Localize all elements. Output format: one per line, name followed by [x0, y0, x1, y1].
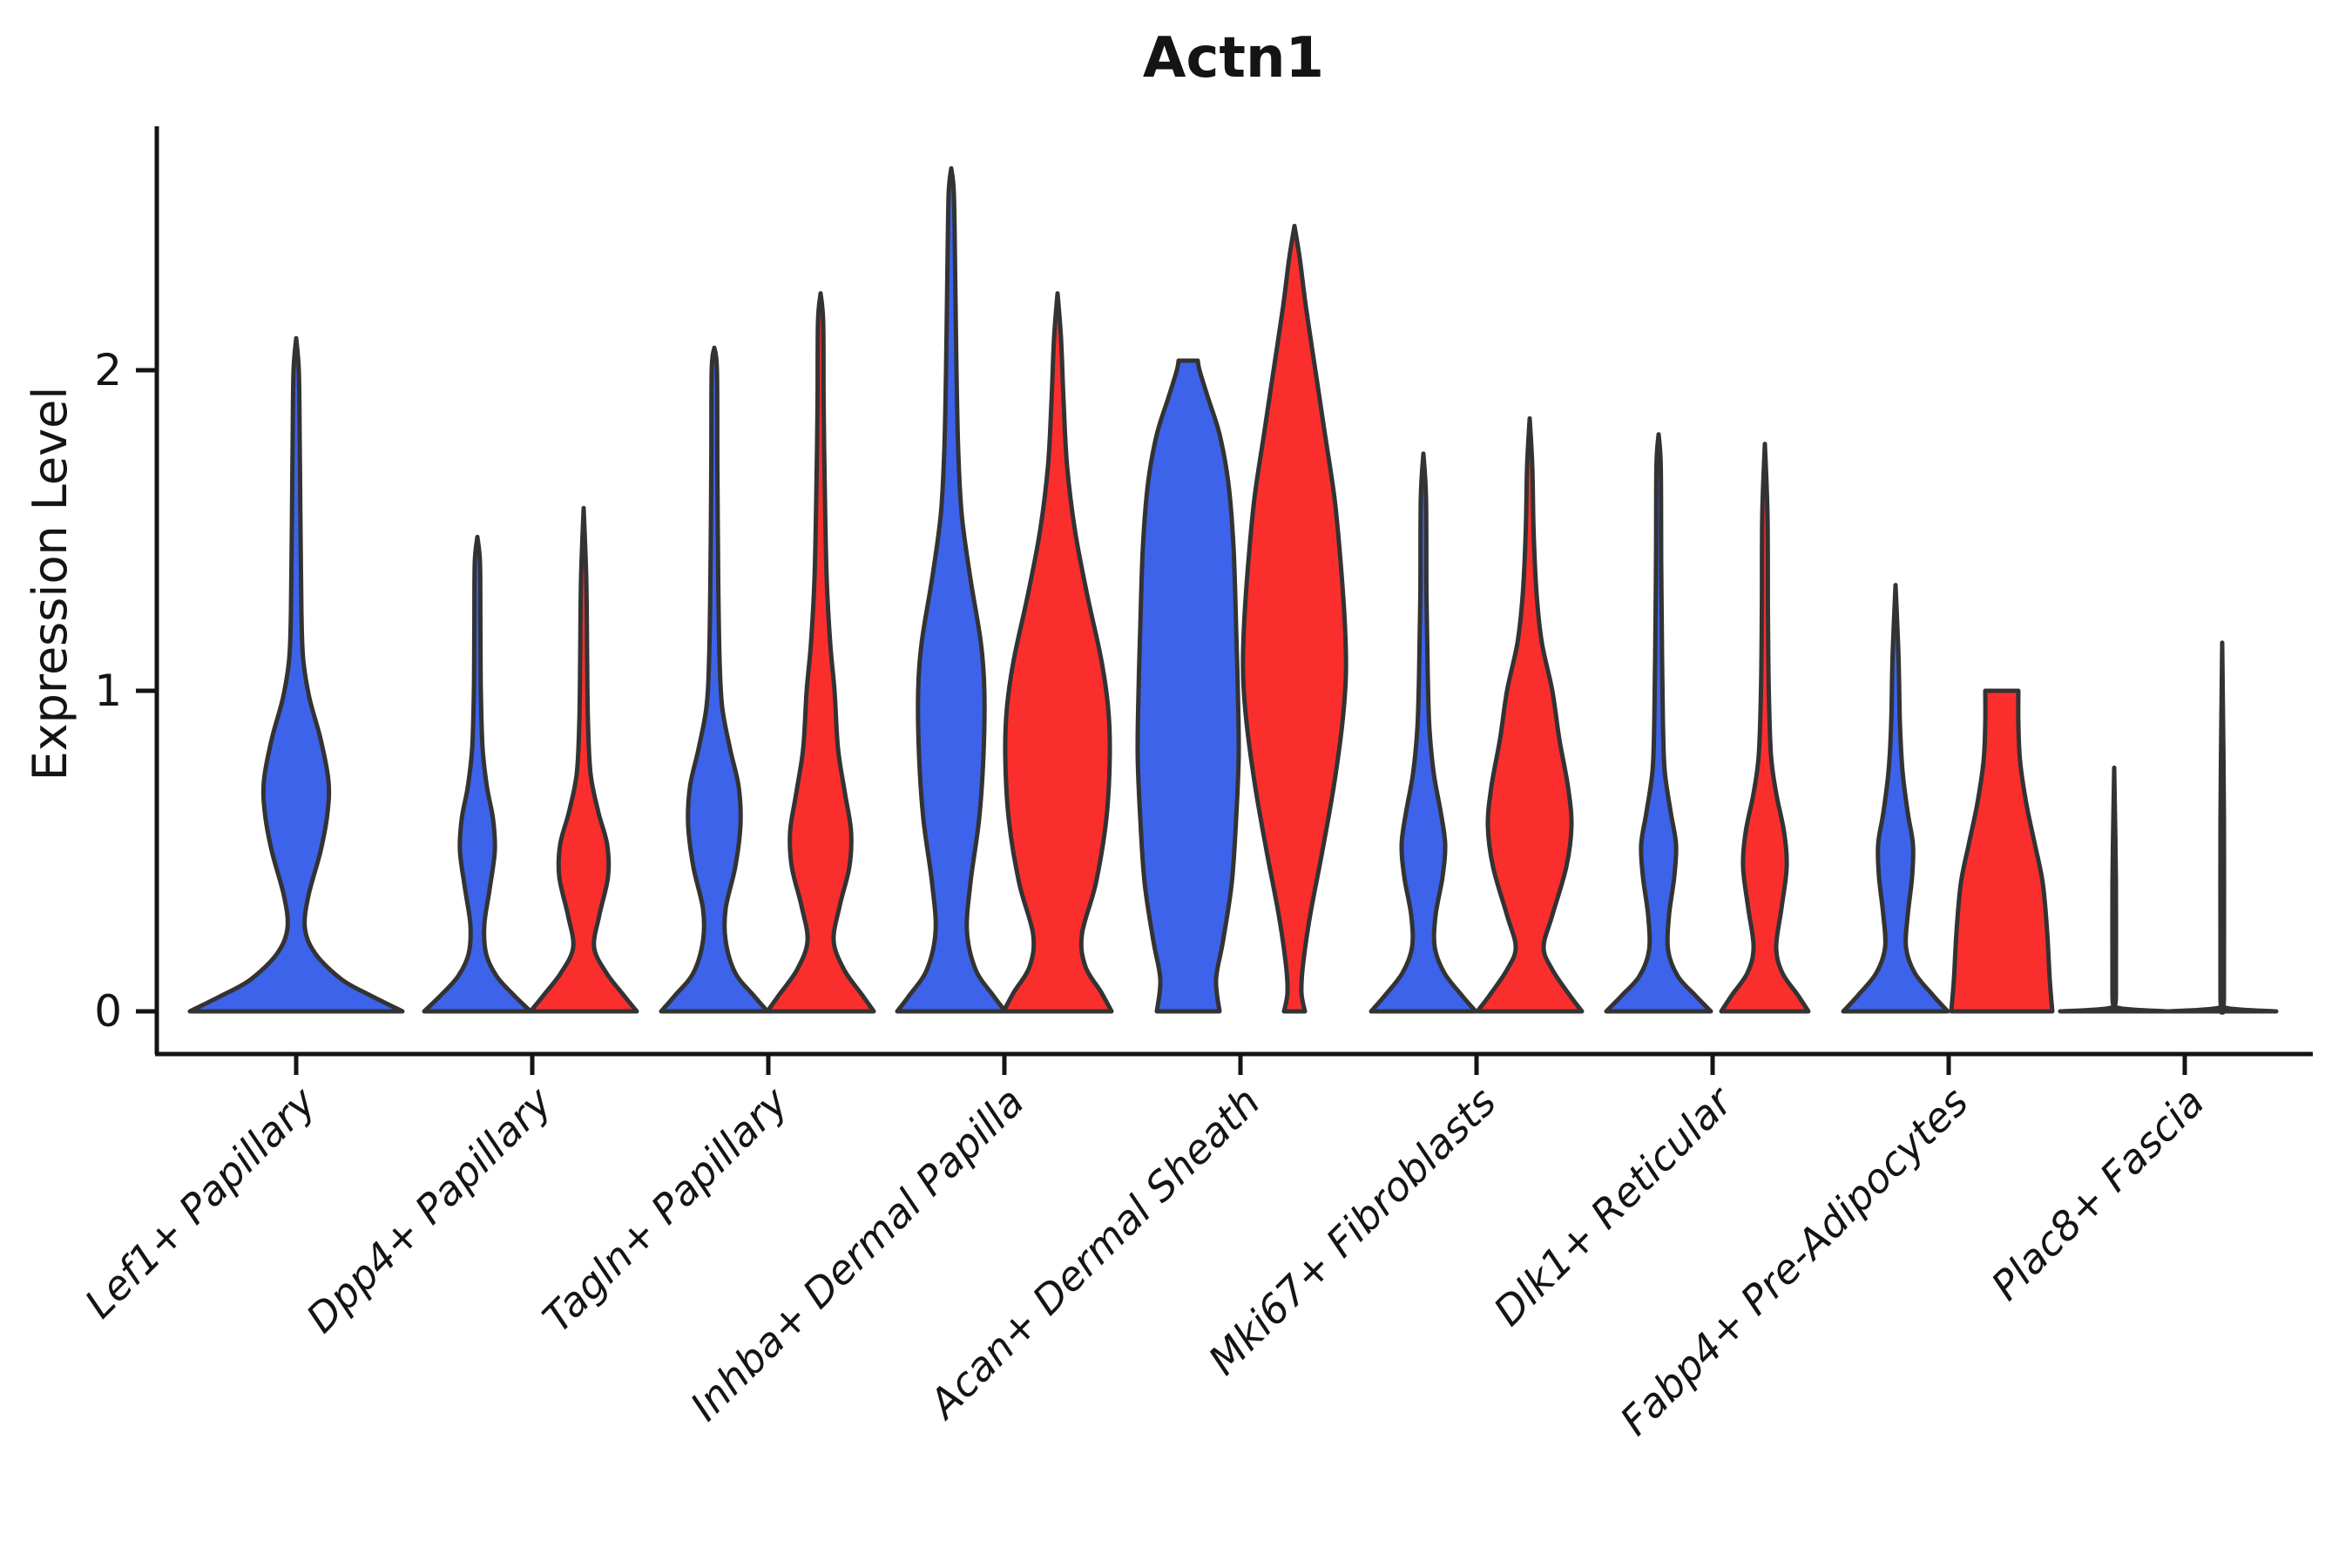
x-tick-label: Lef1+ Papillary — [76, 1078, 325, 1327]
violin-red-mki67-fibroblasts — [1475, 416, 1585, 1014]
y-tick-label: 0 — [94, 986, 122, 1037]
y-tick-label: 2 — [94, 345, 122, 395]
label-layer: Actn1 Expression Level — [23, 26, 1324, 781]
violin-blue-plac8-fascia — [2058, 765, 2171, 1014]
violin-blue-dlk1-reticular — [1604, 432, 1713, 1014]
chart-title: Actn1 — [1143, 26, 1324, 91]
x-tick-label: Plac8+ Fascia — [1982, 1078, 2213, 1309]
violin-red-fabp4-pre-adipocytes — [1949, 688, 2055, 1014]
x-tick-label: Tagln+ Papillary — [533, 1078, 797, 1342]
violin-blue-fabp4-pre-adipocytes — [1841, 583, 1950, 1014]
violin-blue-dpp4-papillary — [422, 534, 533, 1014]
x-tick-label: Dpp4+ Papillary — [297, 1078, 561, 1342]
violin-blue-mki67-fibroblasts — [1369, 451, 1478, 1014]
violin-layer — [187, 166, 2279, 1015]
violin-red-dlk1-reticular — [1719, 442, 1811, 1014]
violin-red-plac8-fascia — [2166, 640, 2279, 1015]
violin-red-dpp4-papillary — [528, 505, 639, 1014]
violin-blue-inhba-dermal-papilla — [895, 166, 1008, 1014]
violin-red-inhba-dermal-papilla — [1001, 291, 1114, 1014]
y-tick-label: 1 — [94, 666, 122, 716]
violin-blue-tagln-papillary — [659, 345, 770, 1014]
y-axis-label: Expression Level — [23, 387, 78, 781]
violin-blue-lef1-papillary — [187, 335, 405, 1014]
violin-blue-acan-dermal-sheath — [1135, 358, 1241, 1014]
x-tick-label: Dlk1+ Reticular — [1484, 1076, 1743, 1335]
violin-red-acan-dermal-sheath — [1240, 223, 1348, 1014]
violin-red-tagln-papillary — [765, 291, 876, 1014]
